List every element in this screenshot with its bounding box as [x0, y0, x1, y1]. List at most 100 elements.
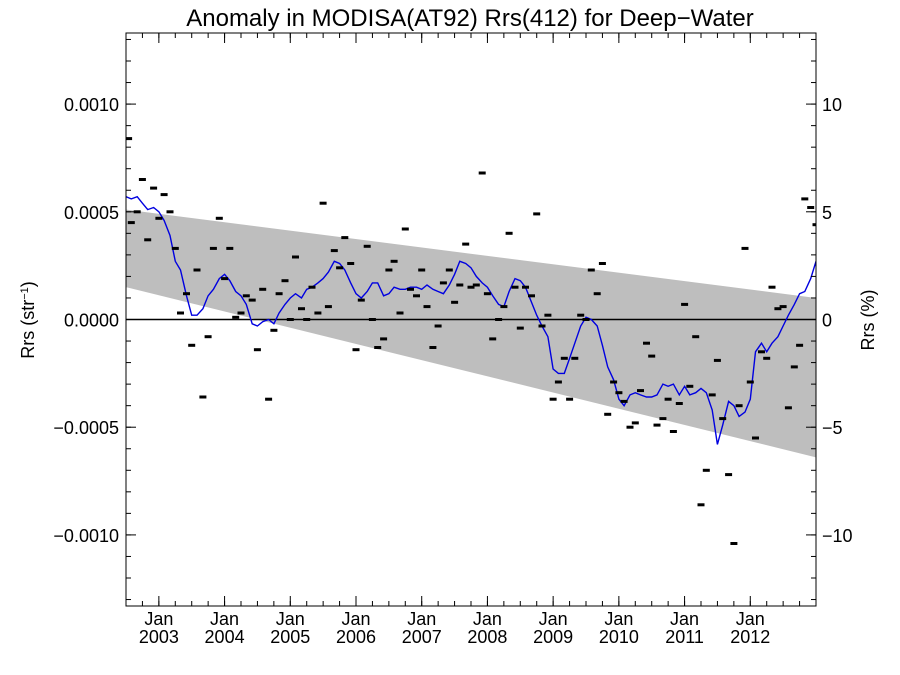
anomaly-point: [242, 294, 250, 298]
left-tick-label: −0.0005: [53, 418, 119, 438]
anomaly-point: [133, 210, 141, 214]
anomaly-point: [347, 262, 355, 265]
left-tick-label: −0.0010: [53, 526, 119, 546]
anomaly-point: [495, 318, 503, 321]
x-tick-month: Jan: [539, 609, 568, 629]
anomaly-point: [681, 302, 689, 306]
anomaly-point: [396, 311, 404, 315]
anomaly-point: [308, 285, 316, 289]
anomaly-point: [221, 277, 229, 281]
anomaly-point: [390, 259, 398, 263]
x-tick-year: 2007: [402, 627, 442, 647]
anomaly-point: [643, 341, 650, 345]
anomaly-point: [177, 311, 184, 315]
anomaly-point: [615, 391, 623, 395]
x-tick-month: Jan: [736, 609, 765, 629]
anomaly-point: [445, 268, 453, 272]
anomaly-point: [659, 417, 667, 421]
anomaly-point: [483, 292, 491, 296]
anomaly-point: [752, 436, 759, 440]
anomaly-point: [774, 307, 782, 311]
anomaly-point: [686, 384, 694, 388]
anomaly-point: [554, 380, 562, 384]
anomaly-point: [138, 178, 146, 181]
anomaly-point: [303, 318, 311, 321]
anomaly-point: [582, 318, 590, 321]
anomaly-point: [604, 412, 612, 416]
anomaly-point: [259, 287, 267, 291]
anomaly-point: [429, 346, 437, 349]
anomaly-point: [593, 292, 601, 296]
x-tick-month: Jan: [276, 609, 305, 629]
anomaly-point: [790, 365, 798, 369]
anomaly-point: [631, 421, 639, 425]
anomaly-point: [183, 292, 190, 296]
anomaly-point: [209, 246, 217, 250]
anomaly-point: [620, 399, 628, 403]
anomaly-point: [155, 216, 163, 220]
anomaly-point: [812, 223, 816, 227]
anomaly-point: [664, 397, 672, 401]
anomaly-point: [768, 285, 776, 289]
anomaly-point: [730, 542, 738, 545]
left-tick-label: 0.0000: [64, 311, 119, 331]
anomaly-point: [478, 171, 486, 175]
anomaly-point: [544, 313, 552, 317]
anomaly-point: [160, 193, 168, 197]
anomaly-point: [144, 238, 152, 242]
anomaly-point: [489, 337, 497, 341]
left-tick-label: 0.0005: [64, 203, 119, 223]
anomaly-point: [675, 402, 683, 405]
anomaly-point: [314, 311, 322, 315]
anomaly-point: [577, 313, 585, 317]
x-tick-year: 2011: [665, 627, 704, 647]
x-tick-year: 2009: [533, 627, 573, 647]
anomaly-point: [637, 389, 644, 393]
anomaly-point: [725, 473, 733, 477]
x-tick-year: 2003: [139, 627, 179, 647]
anomaly-point: [188, 343, 196, 347]
anomaly-point: [522, 285, 529, 289]
right-tick-label: 5: [822, 203, 832, 223]
anomaly-point: [746, 380, 754, 384]
anomaly-point: [560, 356, 568, 360]
anomaly-point: [166, 210, 174, 214]
anomaly-point: [363, 244, 371, 248]
anomaly-point: [516, 326, 524, 330]
anomaly-point: [127, 221, 135, 225]
anomaly-point: [735, 404, 743, 408]
anomaly-point: [456, 283, 464, 287]
anomaly-point: [598, 262, 606, 265]
anomaly-point: [380, 337, 388, 341]
x-tick-year: 2008: [467, 627, 507, 647]
anomaly-point: [324, 305, 332, 309]
anomaly-point: [171, 246, 179, 250]
anomaly-point: [423, 305, 431, 309]
anomaly-point: [511, 285, 519, 289]
plot-area: [126, 137, 816, 545]
anomaly-point: [807, 206, 815, 209]
anomaly-point: [193, 268, 201, 272]
anomaly-point: [801, 197, 809, 201]
anomaly-point: [418, 268, 426, 272]
anomaly-point: [708, 393, 716, 397]
anomaly-point: [692, 335, 700, 339]
anomaly-point: [796, 343, 804, 347]
anomaly-point: [368, 318, 376, 321]
anomaly-point: [248, 298, 256, 302]
anomaly-point: [462, 242, 470, 246]
left-axis-title: Rrs (str−1): [18, 281, 38, 359]
anomaly-point: [741, 246, 749, 250]
anomaly-point: [500, 305, 508, 309]
anomaly-point: [439, 281, 447, 285]
axes: 0.0010 0.0005 0.0000 −0.0005 −0.0010 10 5 0 −5 −1…: [53, 32, 853, 647]
anomaly-point: [434, 324, 442, 328]
chart-title: Anomaly in MODISA(AT92) Rrs(412) for Dee…: [186, 5, 754, 32]
anomaly-point: [713, 358, 721, 362]
anomaly-point: [626, 425, 634, 429]
anomaly-point: [330, 249, 338, 253]
x-tick-month: Jan: [210, 609, 239, 629]
x-tick-month: Jan: [604, 609, 633, 629]
running-mean-line: [126, 195, 816, 445]
